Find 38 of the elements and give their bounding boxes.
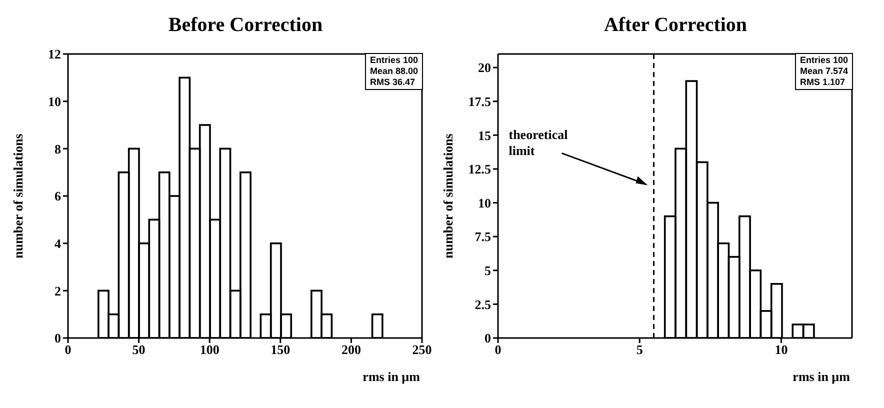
y-tick-label: 10 [478,195,491,210]
annotation: Entries 100 [800,55,848,66]
y-axis-title: number of simulations [10,134,26,258]
y-tick-label: 17.5 [468,94,492,109]
y-tick-label: 0 [484,330,491,346]
annotation: RMS 36.47 [370,77,416,88]
x-tick-label: 0 [494,342,502,358]
y-tick-label: 12 [48,46,61,62]
ref-line-label: theoretical limit [508,127,568,158]
y-tick-label: 15 [478,128,492,143]
x-tick-label: 5 [636,342,644,358]
y-tick-label: 2.5 [474,296,492,312]
y-axis-title: number of simulations [440,134,456,258]
x-tick-label: 250 [412,342,432,358]
x-tick-label: 150 [270,342,290,358]
annotation: Mean 88.00 [370,66,418,77]
y-tick-label: 0 [54,330,61,346]
y-tick-label: 7.5 [474,229,492,244]
y-tick-label: 4 [54,236,62,251]
y-tick-label: 10 [48,94,61,109]
chart-title: After Correction [602,14,748,37]
y-tick-label: 2 [54,283,61,298]
x-axis-title: rms in µm [362,369,420,384]
y-tick-label: 5 [484,262,492,278]
y-tick-label: 12.5 [468,162,492,177]
x-tick-label: 0 [64,342,72,358]
x-axis-title: rms in µm [792,369,850,384]
annotation: RMS 1.107 [800,77,846,88]
y-tick-label: 8 [54,141,62,156]
annotation: Mean 7.574 [800,66,848,77]
x-tick-label: 200 [341,342,361,358]
x-tick-label: 10 [774,342,788,358]
y-tick-label: 6 [54,188,62,204]
chart-title: Before Correction [167,14,324,37]
x-tick-label: 50 [132,342,146,358]
y-tick-label: 20 [478,60,491,76]
x-tick-label: 100 [200,342,220,358]
annotation: Entries 100 [370,55,418,66]
